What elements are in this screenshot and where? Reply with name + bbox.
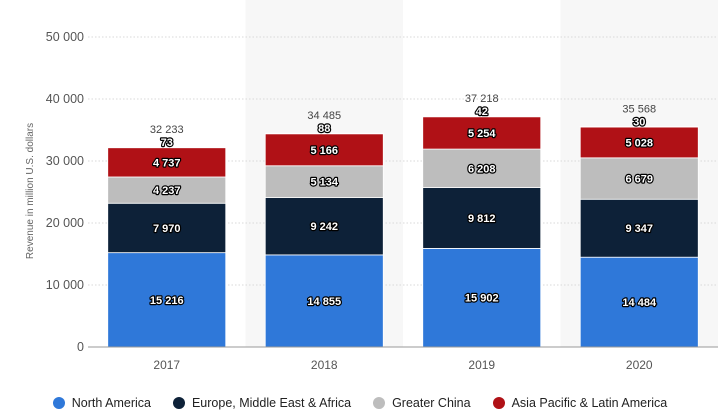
x-tick-label: 2017: [153, 358, 180, 372]
x-tick-label: 2020: [626, 358, 653, 372]
bar-total-label: 35 568: [622, 103, 656, 115]
bar-segment: [264, 254, 384, 348]
bar-segment: [422, 115, 542, 118]
bar-data-label: 5 166: [310, 145, 338, 157]
y-tick-label: 30 000: [46, 154, 84, 168]
legend-label: Greater China: [392, 396, 471, 410]
y-tick-label: 10 000: [46, 278, 84, 292]
bar-segment: [264, 132, 384, 135]
x-tick-label: 2019: [468, 358, 495, 372]
bar-data-label: 7 970: [153, 223, 181, 235]
bar-segment: [264, 165, 384, 198]
legend-marker: [172, 397, 185, 409]
bar-data-label: 4 237: [153, 185, 181, 197]
bar-data-label: 5 254: [468, 128, 496, 140]
bar-segment: [107, 252, 227, 348]
bar-segment: [422, 248, 542, 348]
bar-segment: [422, 187, 542, 249]
bar-segment: [264, 133, 384, 167]
bar-segment: [579, 126, 699, 159]
legend-marker: [492, 397, 505, 409]
bar-data-label: 73: [161, 137, 173, 149]
legend-label: Asia Pacific & Latin America: [511, 396, 668, 410]
y-tick-label: 50 000: [46, 30, 84, 44]
legend-item[interactable]: Greater China: [373, 396, 471, 410]
legend-item[interactable]: Europe, Middle East & Africa: [172, 396, 352, 410]
bar-data-label: 42: [476, 106, 488, 118]
bar-segment: [422, 116, 542, 150]
legend-item[interactable]: North America: [52, 396, 151, 410]
bar-data-label: 6 208: [468, 163, 496, 175]
bar-segment: [579, 198, 699, 258]
bar-data-label: 9 812: [468, 213, 496, 225]
x-tick-label: 2018: [311, 358, 338, 372]
bar-data-label: 88: [318, 123, 330, 135]
x-axis-labels: 2017 2018 2019 2020: [153, 358, 653, 372]
bar-segment: [107, 176, 227, 204]
bar-total-label: 34 485: [307, 110, 341, 122]
legend: North America Europe, Middle East & Afric…: [0, 394, 720, 412]
legend-marker: [373, 397, 386, 409]
bar-segment: [579, 256, 699, 348]
bar-data-label: 4 737: [153, 157, 181, 169]
bar-total-label: 32 233: [150, 124, 184, 136]
bar-data-label: 15 902: [465, 293, 499, 305]
bar-data-label: 9 242: [310, 221, 338, 233]
bar-data-label: 30: [633, 116, 645, 128]
bar-data-label: 14 484: [622, 297, 657, 309]
bar-data-label: 14 855: [307, 296, 341, 308]
legend-label: Europe, Middle East & Africa: [191, 396, 352, 410]
y-tick-label: 0: [77, 340, 84, 354]
bar-segment: [107, 146, 227, 149]
bar-segment: [422, 148, 542, 188]
bar-data-label: 5 028: [625, 137, 653, 149]
bar-segment: [264, 197, 384, 256]
bar-data-label: 15 216: [150, 295, 184, 307]
bar-segment: [579, 126, 699, 128]
y-tick-label: 40 000: [46, 92, 84, 106]
y-axis-title: Revenue in million U.S. dollars: [25, 123, 36, 259]
y-tick-label: 20 000: [46, 216, 84, 230]
y-axis-ticks: 0 10 000 20 000 30 000 40 000 50 000: [46, 30, 84, 354]
bar-data-label: 6 679: [625, 174, 653, 186]
legend-item[interactable]: Asia Pacific & Latin America: [492, 396, 668, 410]
bar-segment: [107, 202, 227, 254]
legend-label: North America: [71, 396, 151, 410]
bar-data-label: 9 347: [625, 223, 653, 235]
bar-data-label: 5 134: [310, 177, 338, 189]
bar-total-label: 37 218: [465, 93, 499, 105]
legend-marker: [52, 397, 65, 409]
